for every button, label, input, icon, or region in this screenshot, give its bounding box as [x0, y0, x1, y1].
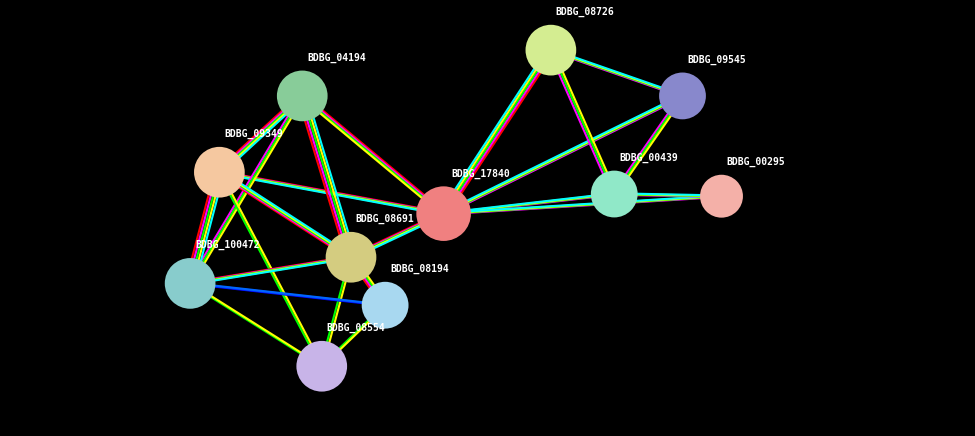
- Text: BDBG_17840: BDBG_17840: [451, 168, 510, 178]
- Ellipse shape: [165, 258, 215, 309]
- Ellipse shape: [362, 282, 409, 329]
- Text: BDBG_08194: BDBG_08194: [390, 264, 448, 274]
- Text: BDBG_08554: BDBG_08554: [327, 323, 385, 333]
- Text: BDBG_00439: BDBG_00439: [619, 153, 678, 163]
- Ellipse shape: [416, 186, 471, 241]
- Text: BDBG_100472: BDBG_100472: [195, 240, 259, 250]
- Ellipse shape: [700, 175, 743, 218]
- Ellipse shape: [296, 341, 347, 392]
- Text: BDBG_09349: BDBG_09349: [224, 129, 283, 139]
- Ellipse shape: [659, 72, 706, 119]
- Text: BDBG_00295: BDBG_00295: [726, 157, 785, 167]
- Text: BDBG_08726: BDBG_08726: [556, 7, 614, 17]
- Ellipse shape: [194, 147, 245, 198]
- Ellipse shape: [326, 232, 376, 283]
- Ellipse shape: [277, 71, 328, 121]
- Ellipse shape: [526, 25, 576, 75]
- Text: BDBG_04194: BDBG_04194: [307, 53, 366, 63]
- Text: BDBG_09545: BDBG_09545: [687, 54, 746, 65]
- Text: BDBG_08691: BDBG_08691: [356, 214, 414, 224]
- Ellipse shape: [591, 170, 638, 218]
